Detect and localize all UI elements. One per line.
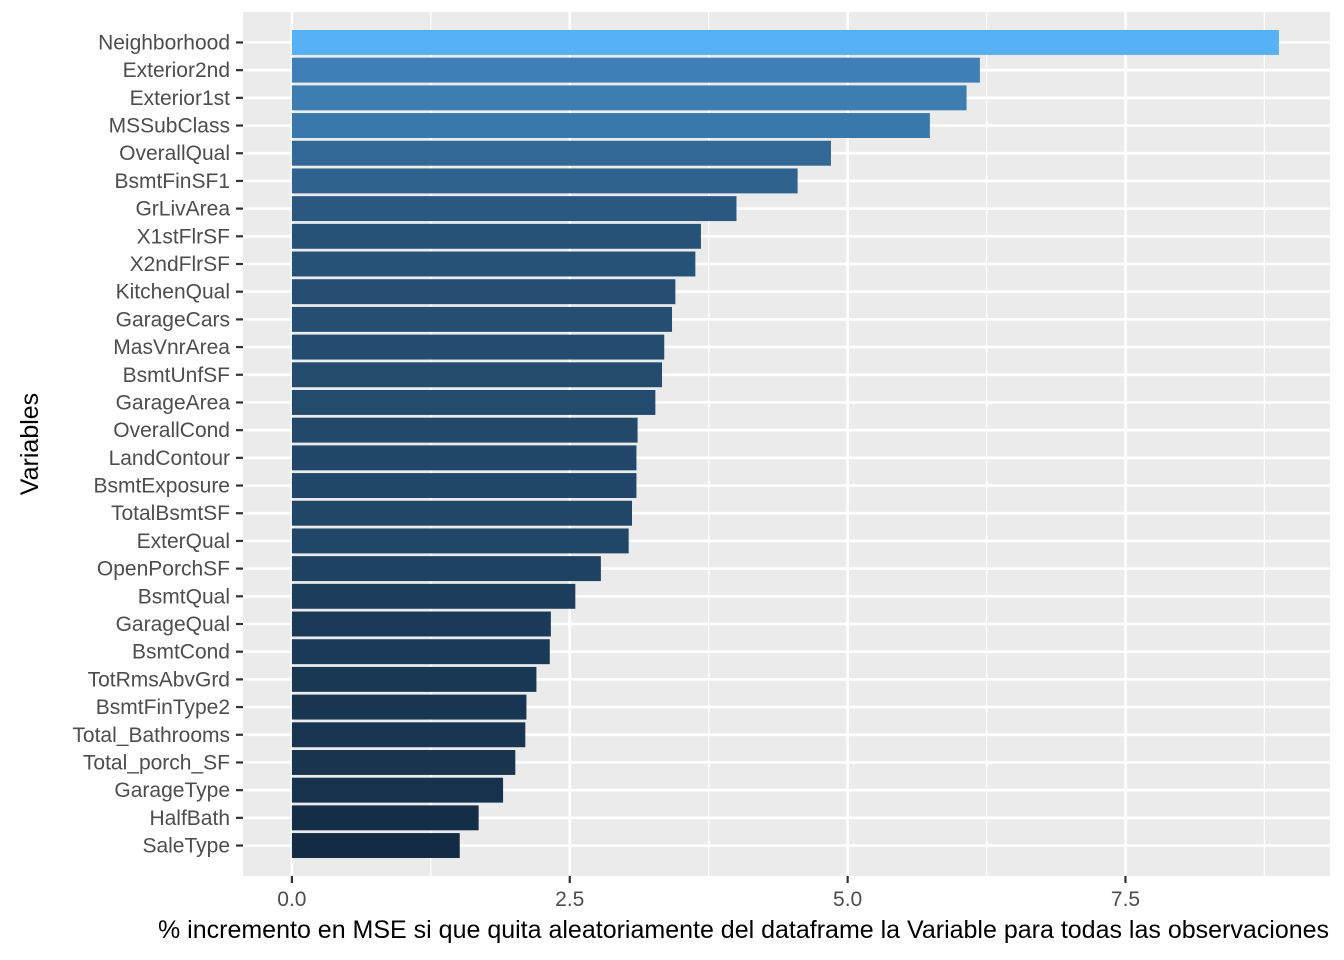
bar-bsmtfintype2 — [291, 694, 527, 720]
y-tick-label: OverallQual — [119, 142, 230, 165]
bar-openporchsf — [291, 556, 601, 582]
x-axis: 0.0 2.5 5.0 7.5 — [277, 876, 1140, 911]
y-tick-label: TotRmsAbvGrd — [88, 668, 230, 691]
x-tick-label: 0.0 — [277, 888, 306, 911]
bar-mssubclass — [291, 113, 930, 138]
bar-bsmtexposure — [291, 473, 637, 498]
bar-grlivarea — [291, 196, 737, 222]
y-tick-label: TotalBsmtSF — [111, 502, 230, 525]
bar-saletype — [291, 833, 460, 858]
bar-landcontour — [291, 445, 637, 471]
y-tick-label: GarageArea — [116, 391, 231, 414]
bar-totalbsmtsf — [291, 500, 633, 526]
bar-garagearea — [291, 390, 656, 415]
bar-kitchenqual — [291, 279, 676, 305]
y-axis-title: Variables — [16, 393, 44, 495]
bar-totrmsabvgrd — [291, 666, 537, 692]
x-tick-label: 5.0 — [833, 888, 862, 911]
bar-neighborhood — [291, 30, 1279, 55]
y-tick-label: BsmtFinType2 — [96, 696, 230, 719]
bar-bsmtunfsf — [291, 362, 663, 388]
y-tick-label: X1stFlrSF — [137, 225, 230, 248]
y-tick-label: Total_Bathrooms — [72, 724, 230, 747]
y-axis: Neighborhood Exterior2nd Exterior1st MSSubC… — [72, 31, 243, 858]
y-tick-label: BsmtFinSF1 — [114, 170, 230, 193]
bar-garagequal — [291, 611, 551, 637]
y-tick-label: Total_porch_SF — [83, 751, 230, 774]
y-tick-label: SaleType — [142, 835, 230, 858]
bar-bsmtcond — [291, 639, 550, 665]
y-tick-label: LandContour — [109, 447, 230, 470]
y-tick-label: ExterQual — [137, 530, 230, 553]
y-tick-label: MasVnrArea — [113, 336, 230, 359]
y-tick-label: OpenPorchSF — [97, 558, 230, 581]
bar-exterior2nd — [291, 57, 980, 83]
x-tick-label: 7.5 — [1111, 888, 1140, 911]
bar-total-porch-sf — [291, 750, 516, 775]
y-tick-label: BsmtExposure — [93, 475, 230, 498]
y-tick-label: Exterior1st — [130, 87, 231, 110]
y-tick-label: GarageType — [114, 779, 230, 802]
bar-x1stflrsf — [291, 223, 701, 249]
bar-exterior1st — [291, 85, 967, 111]
bar-exterqual — [291, 528, 629, 554]
y-tick-label: BsmtQual — [138, 585, 230, 608]
x-tick-label: 2.5 — [555, 888, 584, 911]
bar-bsmtqual — [291, 583, 576, 609]
y-tick-label: MSSubClass — [109, 115, 230, 138]
y-tick-label: X2ndFlrSF — [130, 253, 230, 276]
y-tick-label: KitchenQual — [116, 281, 230, 304]
y-tick-label: Neighborhood — [98, 31, 230, 54]
bar-overallcond — [291, 417, 638, 443]
bar-overallqual — [291, 140, 831, 166]
y-tick-label: GrLivArea — [135, 198, 230, 221]
bar-masvnrarea — [291, 334, 665, 360]
bar-total-bathrooms — [291, 722, 526, 748]
y-tick-label: HalfBath — [149, 807, 230, 830]
y-tick-label: Exterior2nd — [123, 59, 230, 82]
y-tick-label: BsmtUnfSF — [123, 364, 230, 387]
y-tick-label: OverallCond — [113, 419, 230, 442]
bar-garagetype — [291, 777, 504, 803]
bar-bsmtfinsf1 — [291, 168, 798, 194]
bar-garagecars — [291, 306, 673, 332]
y-tick-label: BsmtCond — [132, 641, 230, 664]
bars — [291, 30, 1279, 858]
y-tick-label: GarageCars — [116, 308, 230, 331]
bar-halfbath — [291, 805, 479, 831]
y-tick-label: GarageQual — [116, 613, 230, 636]
bar-x2ndflrsf — [291, 251, 696, 277]
x-axis-title: % incremento en MSE si que quita aleator… — [158, 916, 1329, 944]
